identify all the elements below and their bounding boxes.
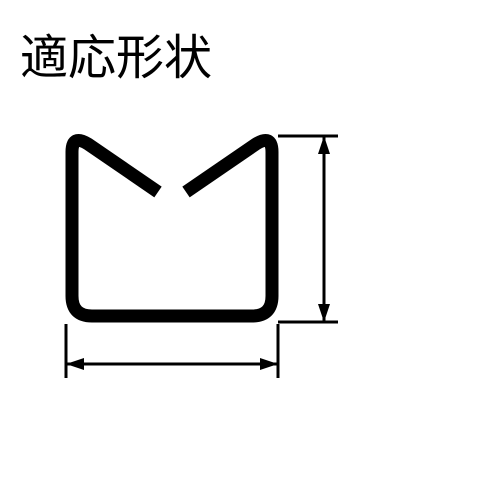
section-title: 適応形状 (20, 18, 212, 88)
channel-profile (16, 88, 444, 398)
diagram: 30 mm 40mm (16, 88, 444, 398)
